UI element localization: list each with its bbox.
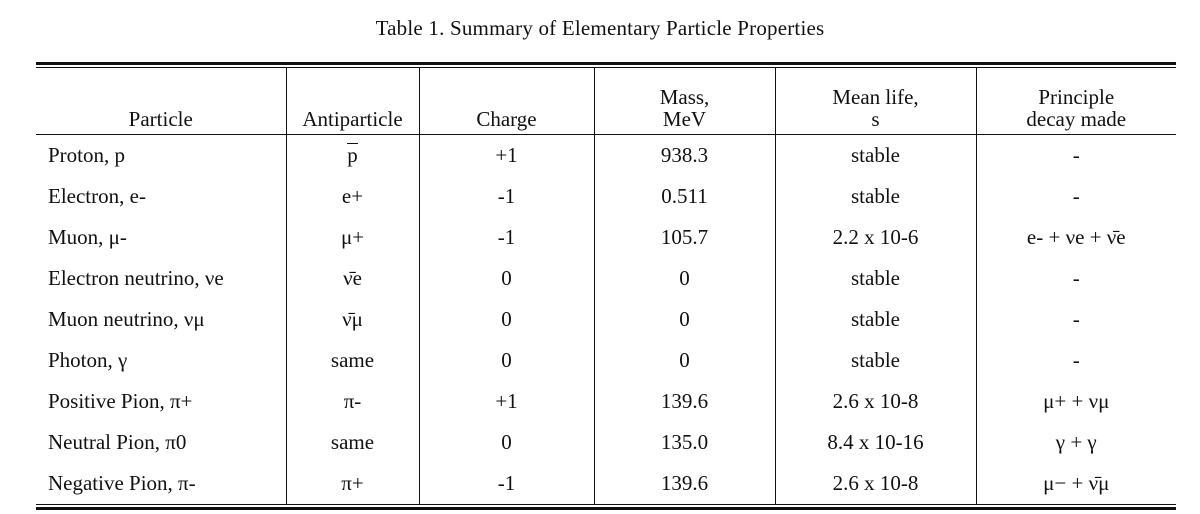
particle-table-container: Particle Antiparticle Charge Mass, MeV Me… [36, 62, 1176, 510]
bottom-rule-thick [36, 507, 1176, 510]
header-row: Particle Antiparticle Charge Mass, MeV Me… [36, 68, 1176, 135]
table-row: Electron neutrino, νe ν̄e 0 0 stable - [36, 258, 1176, 299]
cell-particle: Proton, p [48, 143, 126, 167]
cell-decay: - [975, 134, 1176, 176]
cell-mass: 0.511 [593, 176, 775, 217]
cell-antiparticle: same [285, 422, 419, 463]
cell-charge: -1 [418, 176, 594, 217]
header-mass: Mass, MeV [593, 68, 775, 135]
cell-mean-life: stable [774, 340, 976, 381]
cell-decay: - [975, 258, 1176, 299]
cell-charge: -1 [418, 463, 594, 504]
cell-decay: μ+ + νμ [975, 381, 1176, 422]
cell-antiparticle: ν̄e [285, 258, 419, 299]
header-mean-life: Mean life, s [774, 68, 976, 135]
cell-mean-life: stable [774, 134, 976, 176]
header-charge: Charge [418, 68, 594, 135]
table-row: Proton, p p +1 938.3 stable - [36, 134, 1176, 176]
cell-particle: Electron, e- [48, 184, 146, 208]
cell-mass: 135.0 [593, 422, 775, 463]
top-rule-thick [36, 62, 1176, 65]
cell-mass: 139.6 [593, 463, 775, 504]
cell-antiparticle: μ+ [285, 217, 419, 258]
particle-properties-table: Particle Antiparticle Charge Mass, MeV Me… [36, 68, 1176, 504]
cell-decay: e- + νe + ν̄e [975, 217, 1176, 258]
cell-particle: Neutral Pion, π0 [48, 430, 187, 454]
table-row: Positive Pion, π+ π- +1 139.6 2.6 x 10-8… [36, 381, 1176, 422]
cell-decay: γ + γ [975, 422, 1176, 463]
cell-mass: 938.3 [593, 134, 775, 176]
cell-mean-life: 2.6 x 10-8 [774, 463, 976, 504]
cell-charge: 0 [418, 299, 594, 340]
cell-charge: 0 [418, 340, 594, 381]
cell-antiparticle: ν̄μ [285, 299, 419, 340]
cell-antiparticle: π+ [285, 463, 419, 504]
cell-mean-life: stable [774, 299, 976, 340]
top-rule-thin [36, 67, 1176, 68]
cell-antiparticle: same [285, 340, 419, 381]
table-row: Electron, e- e+ -1 0.511 stable - [36, 176, 1176, 217]
cell-charge: +1 [418, 134, 594, 176]
cell-particle: Photon, γ [48, 348, 128, 372]
cell-mass: 0 [593, 340, 775, 381]
cell-mass: 139.6 [593, 381, 775, 422]
cell-antiparticle: π- [285, 381, 419, 422]
header-decay-mode: Principle decay made [975, 68, 1176, 135]
cell-antiparticle: p [285, 134, 419, 176]
cell-charge: 0 [418, 422, 594, 463]
table-caption: Table 1. Summary of Elementary Particle … [375, 16, 825, 40]
table-row: Muon, μ- μ+ -1 105.7 2.2 x 10-6 e- + νe … [36, 217, 1176, 258]
cell-decay: - [975, 340, 1176, 381]
table-row: Muon neutrino, νμ ν̄μ 0 0 stable - [36, 299, 1176, 340]
cell-mass: 0 [593, 299, 775, 340]
bottom-rule-thin [36, 504, 1176, 505]
cell-mean-life: 2.2 x 10-6 [774, 217, 976, 258]
cell-particle: Muon, μ- [48, 225, 127, 249]
cell-charge: 0 [418, 258, 594, 299]
cell-particle: Negative Pion, π- [48, 471, 196, 495]
cell-mass: 0 [593, 258, 775, 299]
cell-charge: +1 [418, 381, 594, 422]
header-particle: Particle [36, 68, 286, 135]
table-row: Neutral Pion, π0 same 0 135.0 8.4 x 10-1… [36, 422, 1176, 463]
cell-mean-life: 8.4 x 10-16 [774, 422, 976, 463]
table-row: Photon, γ same 0 0 stable - [36, 340, 1176, 381]
table-row: Negative Pion, π- π+ -1 139.6 2.6 x 10-8… [36, 463, 1176, 504]
cell-decay: - [975, 176, 1176, 217]
cell-particle: Muon neutrino, νμ [48, 307, 205, 331]
cell-mean-life: stable [774, 176, 976, 217]
cell-decay: - [975, 299, 1176, 340]
cell-mass: 105.7 [593, 217, 775, 258]
cell-mean-life: 2.6 x 10-8 [774, 381, 976, 422]
cell-particle: Positive Pion, π+ [48, 389, 193, 413]
cell-antiparticle: e+ [285, 176, 419, 217]
cell-mean-life: stable [774, 258, 976, 299]
cell-charge: -1 [418, 217, 594, 258]
header-antiparticle: Antiparticle [285, 68, 419, 135]
cell-decay: μ− + ν̄μ [975, 463, 1176, 504]
cell-particle: Electron neutrino, νe [48, 266, 224, 290]
